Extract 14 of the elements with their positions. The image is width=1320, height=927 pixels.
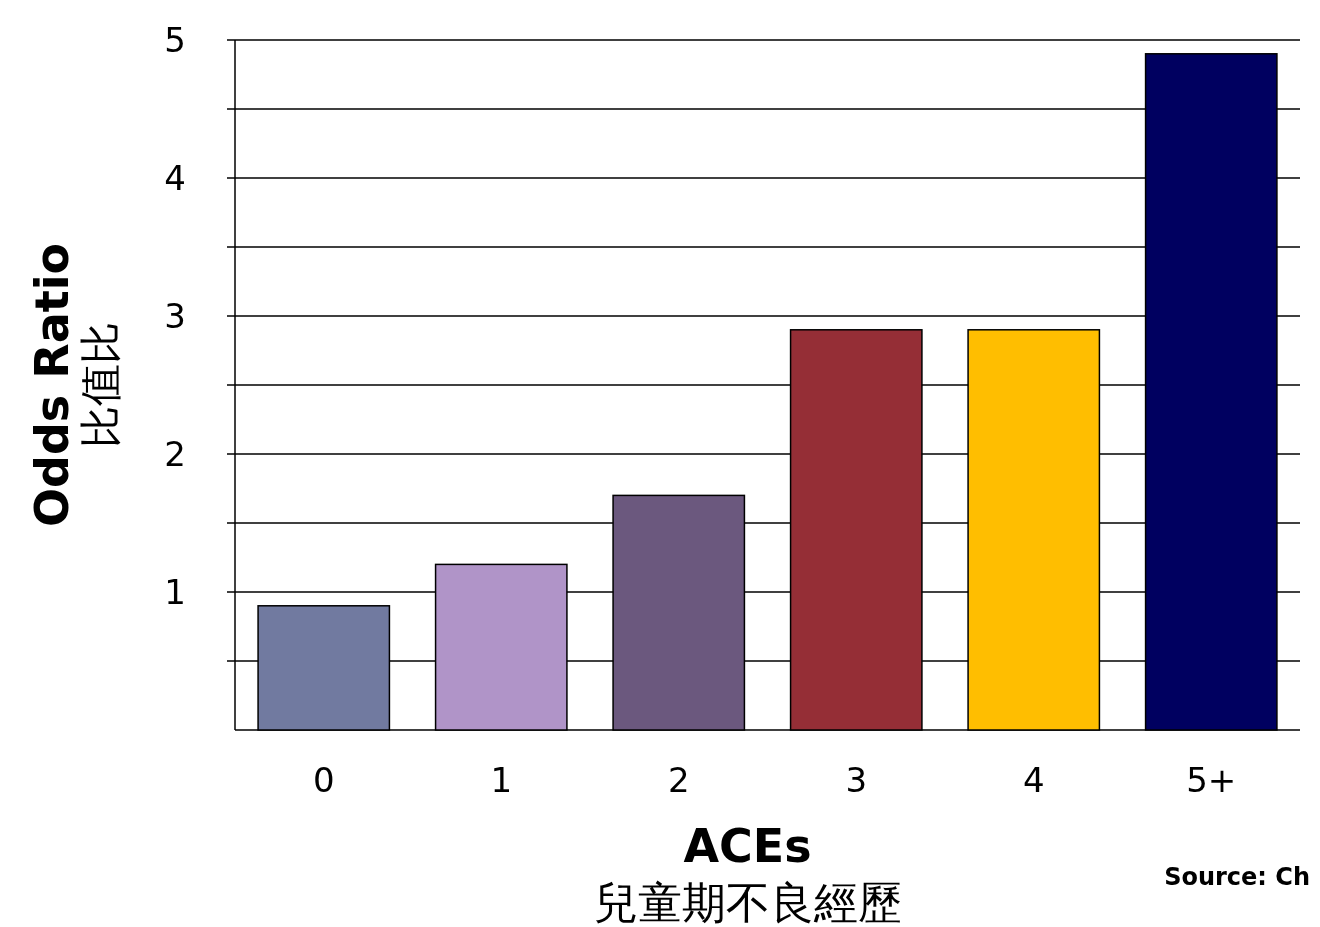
y-tick-label: 5 <box>164 20 186 60</box>
x-tick-label: 2 <box>667 760 690 800</box>
x-tick-label: 4 <box>1022 760 1045 800</box>
y-tick-label: 1 <box>164 572 186 612</box>
x-tick-label: 1 <box>490 760 513 800</box>
x-axis-title: ACEs 兒童期不良經歷 <box>593 819 902 927</box>
x-tick-label: 3 <box>845 760 868 800</box>
y-tick-label: 2 <box>164 434 186 474</box>
x-tick-label: 0 <box>312 760 335 800</box>
x-tick-label: 5+ <box>1186 760 1237 800</box>
source-note: Source: Ch <box>1164 863 1310 891</box>
y-tick-label: 3 <box>164 296 186 336</box>
y-tick-label: 4 <box>164 158 186 198</box>
y-axis-title: Odds Ratio 比值比 <box>25 242 125 528</box>
